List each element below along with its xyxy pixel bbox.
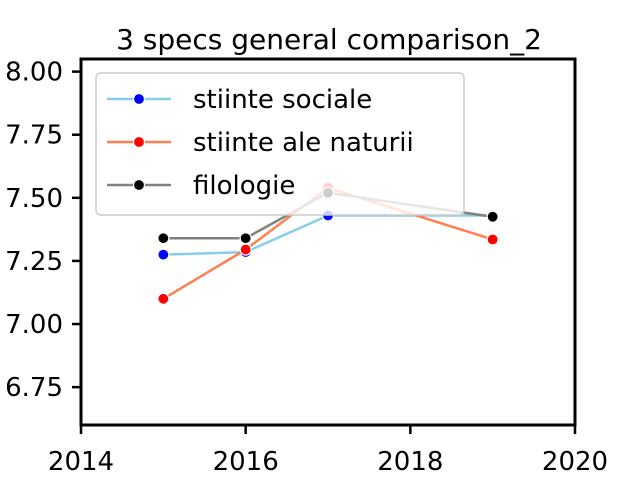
y-tick-label: 7.75 [5, 121, 63, 151]
legend: stiinte sociale stiinte ale naturii filolo… [95, 72, 465, 216]
series-3-point [239, 232, 252, 245]
x-tick-label: 2018 [377, 447, 443, 477]
series-3-point [157, 232, 170, 245]
x-tick-label: 2016 [213, 447, 279, 477]
legend-box [95, 72, 465, 216]
legend-label: filologie [193, 171, 295, 201]
x-tick-label: 2014 [48, 447, 114, 477]
y-tick-label: 7.00 [5, 310, 63, 340]
legend-marker [132, 135, 146, 149]
legend-label: stiinte sociale [193, 85, 372, 115]
x-axis: 2014 2016 2018 2020 [48, 425, 608, 477]
legend-marker [132, 178, 146, 192]
series-3-point [486, 210, 499, 223]
series-1-point [157, 248, 170, 261]
x-tick-label: 2020 [542, 447, 608, 477]
y-tick-label: 7.50 [5, 184, 63, 214]
y-axis: 6.75 7.00 7.25 7.50 7.75 8.00 [5, 58, 81, 403]
series-2-point [157, 292, 170, 305]
y-tick-label: 6.75 [5, 373, 63, 403]
series-2-point [486, 233, 499, 246]
chart-title: 3 specs general comparison_2 [116, 23, 542, 56]
plot-frame [79, 57, 577, 427]
y-tick-label: 7.25 [5, 247, 63, 277]
legend-label: stiinte ale naturii [193, 128, 414, 158]
legend-marker [132, 92, 146, 106]
series-2-point [239, 243, 252, 256]
y-tick-label: 8.00 [5, 58, 63, 88]
